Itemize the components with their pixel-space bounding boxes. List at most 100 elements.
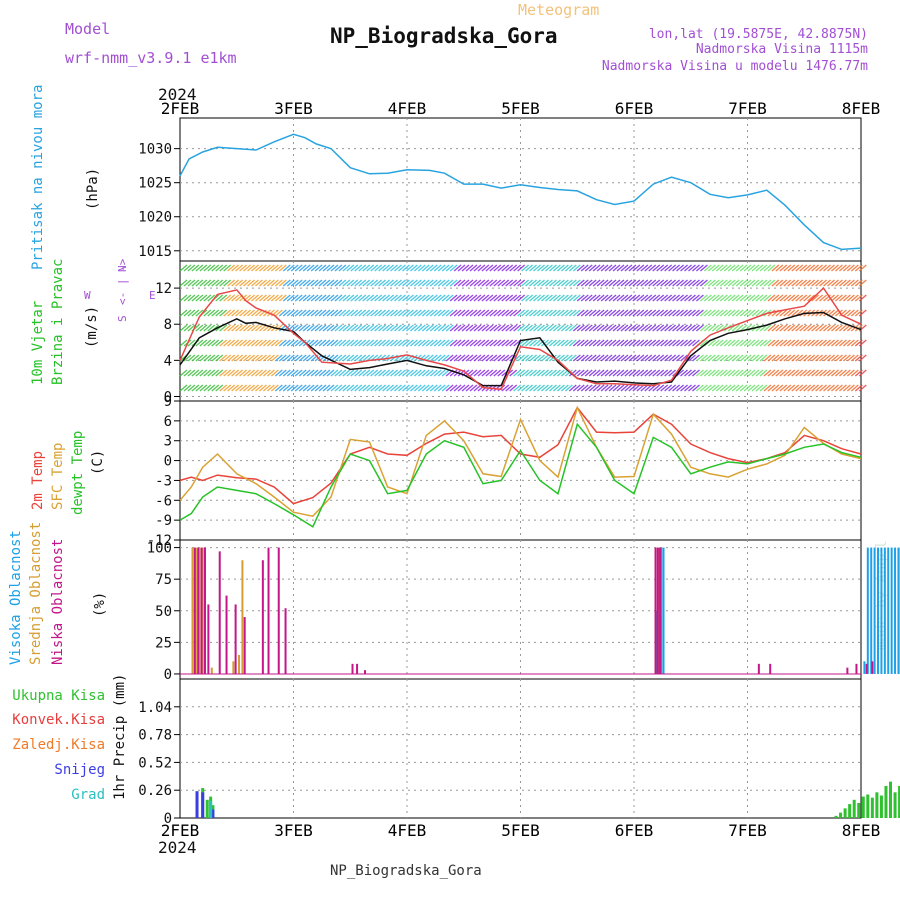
- wind-barb: [791, 384, 800, 392]
- wind-barb: [751, 264, 760, 272]
- wind-barb: [711, 369, 720, 377]
- wind-barb: [199, 264, 208, 272]
- wind-barb: [370, 339, 379, 347]
- wind-barb: [481, 354, 490, 362]
- wind-barb: [823, 309, 832, 317]
- wind-barb: [326, 309, 335, 317]
- wind-barb: [727, 369, 736, 377]
- wind-barb: [358, 354, 367, 362]
- wind-barb: [421, 309, 430, 317]
- wind-barb: [179, 294, 188, 302]
- wind-barb: [501, 354, 510, 362]
- wind-barb: [568, 279, 577, 287]
- wind-barb: [394, 324, 402, 332]
- wind-barb: [437, 294, 446, 302]
- wind-barb: [398, 324, 406, 332]
- wind-barb: [680, 354, 688, 362]
- wind-barb: [612, 384, 621, 392]
- low-cloud-bar: [656, 547, 659, 674]
- wind-barb: [838, 369, 847, 377]
- wind-barb: [235, 309, 244, 317]
- wind-barb: [755, 384, 764, 392]
- wind-barb: [842, 264, 851, 272]
- wind-barb: [596, 264, 605, 272]
- wind-barb: [827, 384, 835, 392]
- low-cloud-bar: [855, 663, 858, 674]
- y-tick-label: 75: [155, 572, 172, 588]
- wind-barb: [266, 279, 275, 287]
- wind-barb: [247, 294, 255, 302]
- wind-barb: [195, 354, 204, 362]
- wind-barb: [179, 324, 188, 332]
- wind-barb: [699, 384, 708, 392]
- y-tick-label: 0.26: [138, 783, 172, 799]
- wind-barb: [481, 369, 490, 377]
- wind-barb: [640, 324, 649, 332]
- low-cloud-bar: [267, 547, 270, 674]
- wind-barb: [481, 279, 490, 287]
- wind-barb: [433, 384, 442, 392]
- wind-barb: [290, 339, 299, 347]
- wind-barb: [552, 384, 561, 392]
- wind-barb: [183, 384, 192, 392]
- wind-barb: [227, 264, 236, 272]
- wind-barb: [854, 264, 863, 272]
- wind-barb: [588, 324, 597, 332]
- wind-barb: [608, 264, 617, 272]
- wind-barb: [644, 324, 653, 332]
- wind-barb: [656, 339, 665, 347]
- compass-n: N: [116, 265, 129, 272]
- wind-barb: [592, 384, 601, 392]
- wind-barb: [795, 279, 804, 287]
- wind-barb: [274, 309, 283, 317]
- wind-barb: [767, 294, 776, 302]
- wind-barb: [421, 339, 430, 347]
- wind-barb: [425, 339, 434, 347]
- wind-barb: [505, 384, 514, 392]
- y-tick-label: 1020: [138, 210, 172, 226]
- bottom-year-label: 2024: [158, 838, 197, 857]
- wind-barb: [711, 279, 720, 287]
- wind-barb: [370, 264, 379, 272]
- wind-barb: [648, 354, 657, 362]
- wind-barb: [179, 279, 188, 287]
- wind-barb: [187, 324, 196, 332]
- low-cloud-bar: [757, 663, 760, 674]
- wind-barb: [604, 354, 613, 362]
- wind-barb: [501, 384, 510, 392]
- wind-barb: [656, 264, 665, 272]
- wind-barb: [640, 264, 649, 272]
- wind-barb: [612, 264, 621, 272]
- wind-barb: [819, 279, 828, 287]
- low-cloud-bar: [356, 663, 359, 674]
- low-cloud-bar: [218, 551, 221, 674]
- wind-barb: [564, 339, 573, 347]
- wind-barb: [501, 309, 510, 317]
- wind-barb: [572, 324, 581, 332]
- wind-barb: [541, 339, 549, 347]
- wind-barb: [227, 279, 236, 287]
- wind-gust-line: [179, 286, 862, 391]
- wind-barb: [223, 279, 232, 287]
- wind-barb: [441, 279, 450, 287]
- wind-barb: [489, 294, 498, 302]
- wind-barb: [326, 339, 335, 347]
- y-tick-label: 100: [147, 541, 172, 557]
- wind-barb: [433, 309, 442, 317]
- wind-barb: [854, 339, 863, 347]
- wind-barb: [548, 339, 557, 347]
- wind-barb: [838, 384, 847, 392]
- wind-barb: [795, 294, 804, 302]
- wind-barb: [703, 384, 712, 392]
- wind-barb: [219, 339, 228, 347]
- wind-barb: [600, 384, 609, 392]
- wind-barb: [386, 369, 395, 377]
- wind-barb: [795, 369, 804, 377]
- wind-barb: [743, 354, 752, 362]
- y-tick-label: -12: [147, 533, 172, 549]
- wind-barb: [493, 279, 502, 287]
- wind-barb: [243, 339, 252, 347]
- wind-barb: [179, 264, 188, 272]
- wind-barb: [795, 324, 804, 332]
- wind-barb: [255, 279, 263, 287]
